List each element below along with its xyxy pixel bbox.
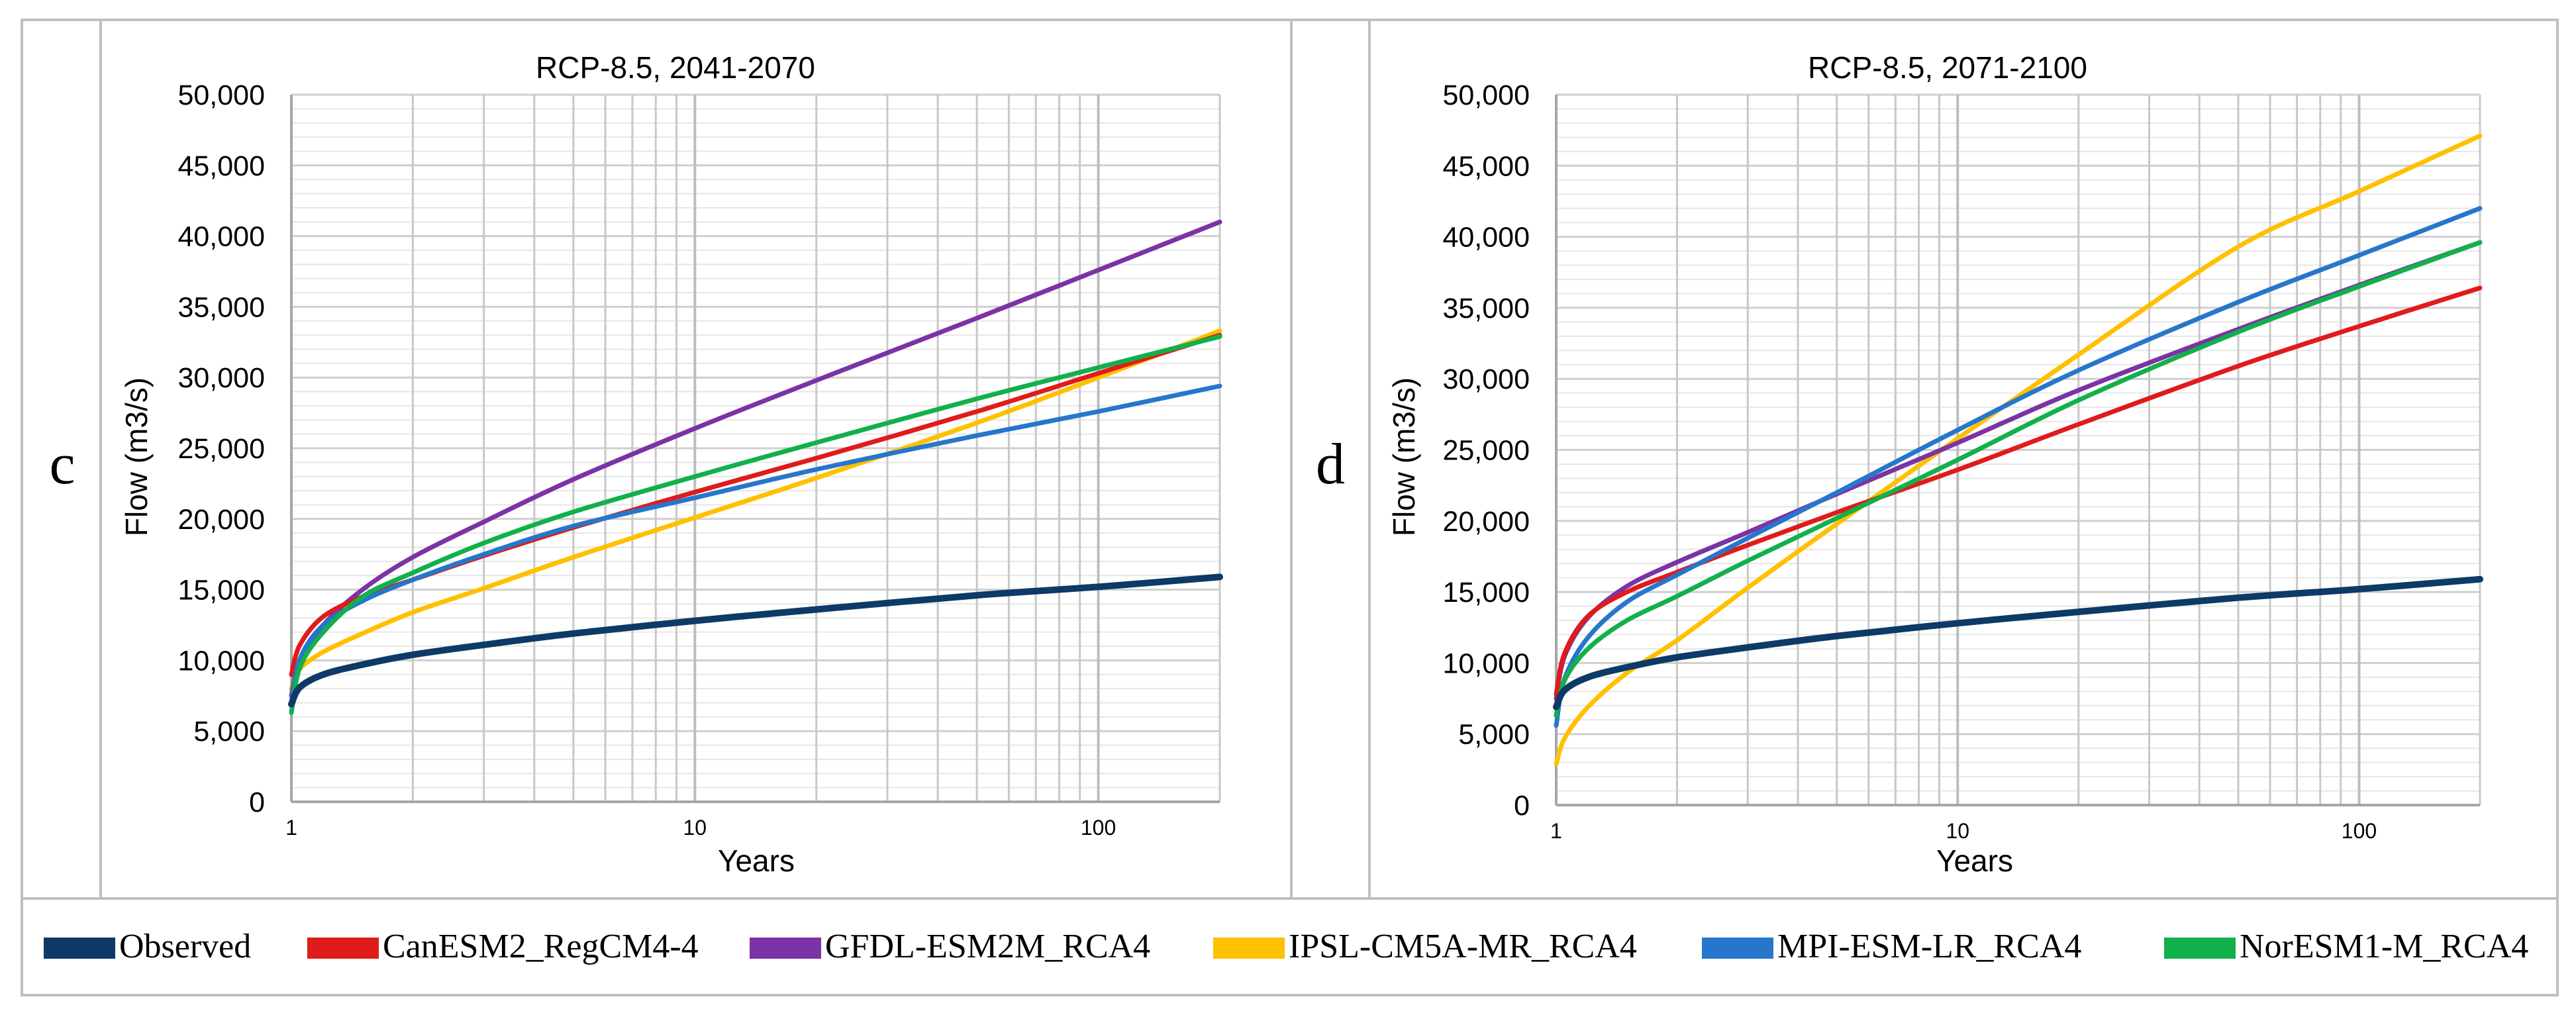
chart-panel-d: 0 5,000 10,000 15,000 20,000 25,000 30,000 35,0… bbox=[1387, 50, 2483, 878]
series-line-ipsl-cm5a-mr-rca4-c bbox=[289, 328, 1222, 691]
panel-letter-c: c bbox=[49, 432, 75, 497]
legend: Observed CanESM2_RegCM4-4 GFDL-ESM2M_RCA… bbox=[44, 928, 2528, 965]
series-line-noresm1-m-rca4-c bbox=[289, 334, 1222, 715]
legend-item-noresm: NorESM1-M_RCA4 bbox=[2164, 928, 2528, 965]
y-tick-label: 30,000 bbox=[177, 362, 265, 394]
series-line-noresm1-m-rca4-d bbox=[1554, 240, 2483, 718]
legend-swatch-observed bbox=[44, 938, 115, 959]
y-tick-label: 5,000 bbox=[193, 716, 265, 748]
y-axis-label-c: Flow (m3/s) bbox=[119, 377, 154, 536]
chart-title-d: RCP-8.5, 2071-2100 bbox=[1808, 50, 2087, 85]
series-line-observed-d bbox=[1553, 575, 2483, 710]
y-tick-label: 35,000 bbox=[1442, 293, 1530, 324]
legend-swatch-gfdl bbox=[750, 938, 821, 959]
chart-title-c: RCP-8.5, 2041-2070 bbox=[536, 50, 815, 85]
legend-label-observed: Observed bbox=[119, 928, 251, 965]
legend-item-gfdl: GFDL-ESM2M_RCA4 bbox=[750, 928, 1150, 965]
x-axis-label-c: Years bbox=[718, 844, 795, 878]
legend-label-mpi: MPI-ESM-LR_RCA4 bbox=[1777, 928, 2081, 965]
legend-swatch-noresm bbox=[2164, 938, 2236, 959]
panel-letter-d: d bbox=[1316, 432, 1345, 497]
y-tick-label: 20,000 bbox=[177, 504, 265, 536]
y-tick-label: 30,000 bbox=[1442, 363, 1530, 395]
figure-frame bbox=[21, 19, 2559, 996]
legend-swatch-ipsl bbox=[1213, 938, 1285, 959]
x-tick-label: 100 bbox=[1081, 816, 1116, 840]
legend-label-gfdl: GFDL-ESM2M_RCA4 bbox=[825, 928, 1150, 965]
y-tick-label: 10,000 bbox=[177, 645, 265, 677]
legend-label-ipsl: IPSL-CM5A-MR_RCA4 bbox=[1289, 928, 1637, 965]
y-tick-label: 0 bbox=[1514, 790, 1530, 822]
y-tick-label: 40,000 bbox=[177, 221, 265, 253]
series-line-mpi-esm-lr-rca4-d bbox=[1554, 206, 2483, 728]
legend-item-canesm2: CanESM2_RegCM4-4 bbox=[307, 928, 699, 965]
legend-label-noresm: NorESM1-M_RCA4 bbox=[2240, 928, 2528, 965]
y-tick-label: 15,000 bbox=[177, 575, 265, 606]
x-axis-label-d: Years bbox=[1936, 844, 2013, 878]
y-tick-label: 50,000 bbox=[177, 79, 265, 111]
legend-swatch-mpi bbox=[1702, 938, 1773, 959]
x-tick-label: 1 bbox=[285, 816, 297, 840]
legend-item-mpi: MPI-ESM-LR_RCA4 bbox=[1702, 928, 2081, 965]
y-tick-label: 45,000 bbox=[177, 150, 265, 182]
x-tick-label: 10 bbox=[1946, 819, 1969, 843]
legend-item-observed: Observed bbox=[44, 928, 251, 965]
chart-panel-c: 0 5,000 10,000 15,000 20,000 25,000 30,000 35,0… bbox=[119, 50, 1223, 878]
y-tick-label: 15,000 bbox=[1442, 577, 1530, 608]
y-tick-label: 25,000 bbox=[177, 433, 265, 465]
y-tick-label: 25,000 bbox=[1442, 435, 1530, 467]
y-tick-label: 10,000 bbox=[1442, 648, 1530, 679]
series-line-ipsl-cm5a-mr-rca4-d bbox=[1554, 133, 2483, 767]
x-tick-label: 1 bbox=[1550, 819, 1562, 843]
y-axis-label-d: Flow (m3/s) bbox=[1387, 377, 1421, 536]
y-tick-label: 50,000 bbox=[1442, 79, 1530, 111]
y-tick-label: 45,000 bbox=[1442, 150, 1530, 182]
legend-label-canesm2: CanESM2_RegCM4-4 bbox=[383, 928, 699, 965]
y-tick-label: 35,000 bbox=[177, 291, 265, 323]
y-tick-label: 20,000 bbox=[1442, 506, 1530, 538]
legend-item-ipsl: IPSL-CM5A-MR_RCA4 bbox=[1213, 928, 1637, 965]
series-line-observed-c bbox=[288, 573, 1223, 708]
y-tick-label: 5,000 bbox=[1458, 719, 1530, 751]
legend-swatch-canesm2 bbox=[307, 938, 379, 959]
x-tick-label: 10 bbox=[683, 816, 707, 840]
y-tick-label: 0 bbox=[249, 787, 265, 818]
x-tick-label: 100 bbox=[2342, 819, 2377, 843]
y-tick-label: 40,000 bbox=[1442, 222, 1530, 254]
